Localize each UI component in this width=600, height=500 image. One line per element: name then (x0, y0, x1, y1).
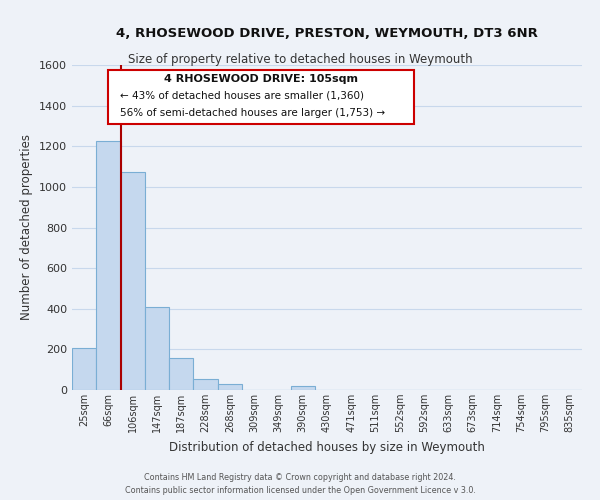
Text: Size of property relative to detached houses in Weymouth: Size of property relative to detached ho… (128, 52, 472, 66)
Bar (145, 308, 169, 390)
Text: Contains HM Land Registry data © Crown copyright and database right 2024.
Contai: Contains HM Land Registry data © Crown c… (125, 473, 475, 495)
Bar (193, 380, 218, 390)
Text: 4 RHOSEWOOD DRIVE: 105sqm: 4 RHOSEWOOD DRIVE: 105sqm (164, 74, 358, 84)
Text: 56% of semi-detached houses are larger (1,753) →: 56% of semi-detached houses are larger (… (120, 108, 385, 118)
Y-axis label: Number of detached properties: Number of detached properties (20, 134, 34, 320)
Bar (218, 384, 242, 390)
Bar (169, 358, 193, 390)
Bar (72, 348, 96, 390)
Bar (121, 172, 145, 390)
Text: ← 43% of detached houses are smaller (1,360): ← 43% of detached houses are smaller (1,… (120, 90, 364, 100)
Bar (96, 140, 121, 390)
X-axis label: Distribution of detached houses by size in Weymouth: Distribution of detached houses by size … (169, 440, 485, 454)
Bar (290, 386, 315, 390)
Title: 4, RHOSEWOOD DRIVE, PRESTON, WEYMOUTH, DT3 6NR: 4, RHOSEWOOD DRIVE, PRESTON, WEYMOUTH, D… (116, 27, 538, 40)
FancyBboxPatch shape (108, 70, 414, 124)
